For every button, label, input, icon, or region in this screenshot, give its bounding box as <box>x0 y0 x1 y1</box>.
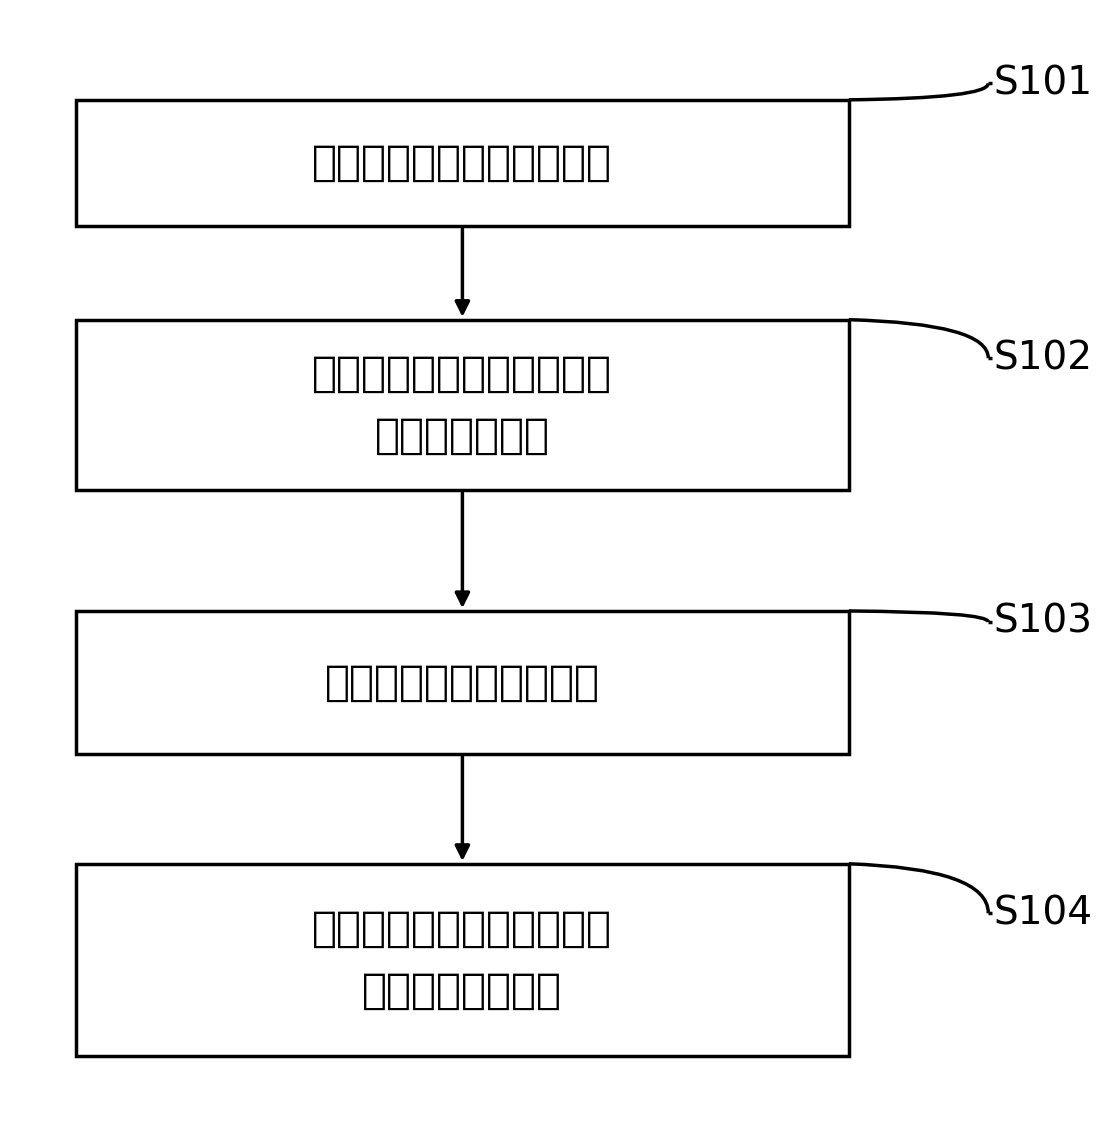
Text: 对经削峰处理后的信号进行
快速傅里叶变换: 对经削峰处理后的信号进行 快速傅里叶变换 <box>312 353 613 457</box>
Text: S103: S103 <box>994 603 1092 641</box>
Bar <box>76 611 849 753</box>
Text: 将经调整处理后的信号进行
快速傅里叶反变换: 将经调整处理后的信号进行 快速傅里叶反变换 <box>312 908 613 1012</box>
Text: S102: S102 <box>994 339 1092 377</box>
Text: 对输入信号进行硬削峰处理: 对输入信号进行硬削峰处理 <box>312 142 613 184</box>
Bar <box>76 863 849 1056</box>
Text: 对频域信号进行调整处理: 对频域信号进行调整处理 <box>325 662 600 703</box>
Bar <box>76 319 849 490</box>
Text: S101: S101 <box>994 64 1092 102</box>
Bar <box>76 100 849 227</box>
Text: S104: S104 <box>994 894 1092 932</box>
